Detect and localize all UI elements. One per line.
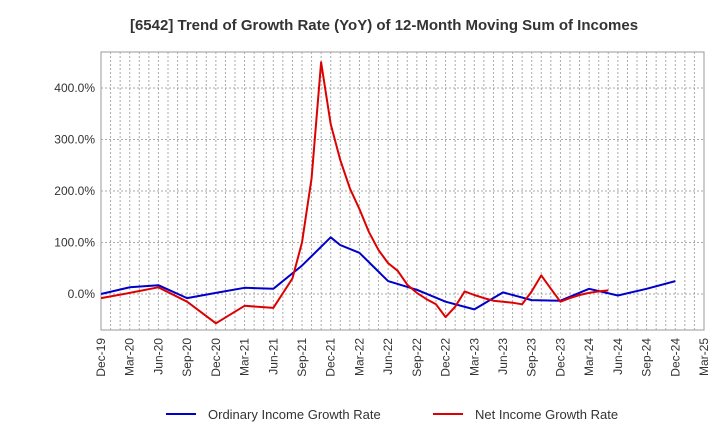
legend: Ordinary Income Growth Rate Net Income G… bbox=[166, 407, 618, 422]
x-tick-label: Sep-23 bbox=[525, 338, 539, 377]
x-tick-label: Dec-21 bbox=[324, 338, 338, 377]
grid-lines bbox=[101, 52, 704, 330]
x-tick-label: Mar-24 bbox=[582, 338, 596, 376]
y-tick-label: 300.0% bbox=[54, 133, 95, 147]
x-tick-label: Sep-22 bbox=[410, 338, 424, 377]
x-tick-label: Dec-20 bbox=[209, 338, 223, 377]
x-tick-label: Dec-19 bbox=[94, 338, 108, 377]
x-tick-label: Jun-22 bbox=[381, 338, 395, 375]
x-tick-label: Dec-22 bbox=[439, 338, 453, 377]
x-tick-label: Jun-24 bbox=[611, 338, 625, 375]
x-axis-ticks: Dec-19 Mar-20 Jun-20 Sep-20 Dec-20 Mar-21 Jun-… bbox=[94, 338, 711, 377]
x-tick-label: Jun-23 bbox=[496, 338, 510, 375]
y-tick-label: 200.0% bbox=[54, 184, 95, 198]
x-tick-label: Mar-20 bbox=[123, 338, 137, 376]
x-tick-label: Dec-23 bbox=[553, 338, 567, 377]
x-tick-label: Sep-21 bbox=[295, 338, 309, 377]
x-tick-label: Mar-25 bbox=[697, 338, 711, 376]
x-tick-label: Sep-20 bbox=[180, 338, 194, 377]
x-tick-label: Dec-24 bbox=[668, 338, 682, 377]
x-tick-label: Mar-23 bbox=[467, 338, 481, 376]
net-income-growth-line bbox=[100, 61, 609, 325]
x-tick-label: Sep-24 bbox=[640, 338, 654, 377]
series-lines bbox=[100, 61, 676, 325]
y-tick-label: 400.0% bbox=[54, 81, 95, 95]
x-tick-label: Jun-21 bbox=[266, 338, 280, 375]
legend-label-ordinary: Ordinary Income Growth Rate bbox=[208, 407, 381, 422]
ordinary-income-growth-line bbox=[100, 236, 676, 311]
x-tick-label: Mar-21 bbox=[238, 338, 252, 376]
chart-title: [6542] Trend of Growth Rate (YoY) of 12-… bbox=[130, 17, 638, 34]
x-tick-label: Mar-22 bbox=[352, 338, 366, 376]
y-axis-ticks: 0.0% 100.0% 200.0% 300.0% 400.0% bbox=[54, 81, 95, 301]
y-tick-label: 0.0% bbox=[68, 287, 96, 301]
y-tick-label: 100.0% bbox=[54, 235, 95, 249]
x-tick-label: Jun-20 bbox=[151, 338, 165, 375]
legend-label-net: Net Income Growth Rate bbox=[475, 407, 618, 422]
